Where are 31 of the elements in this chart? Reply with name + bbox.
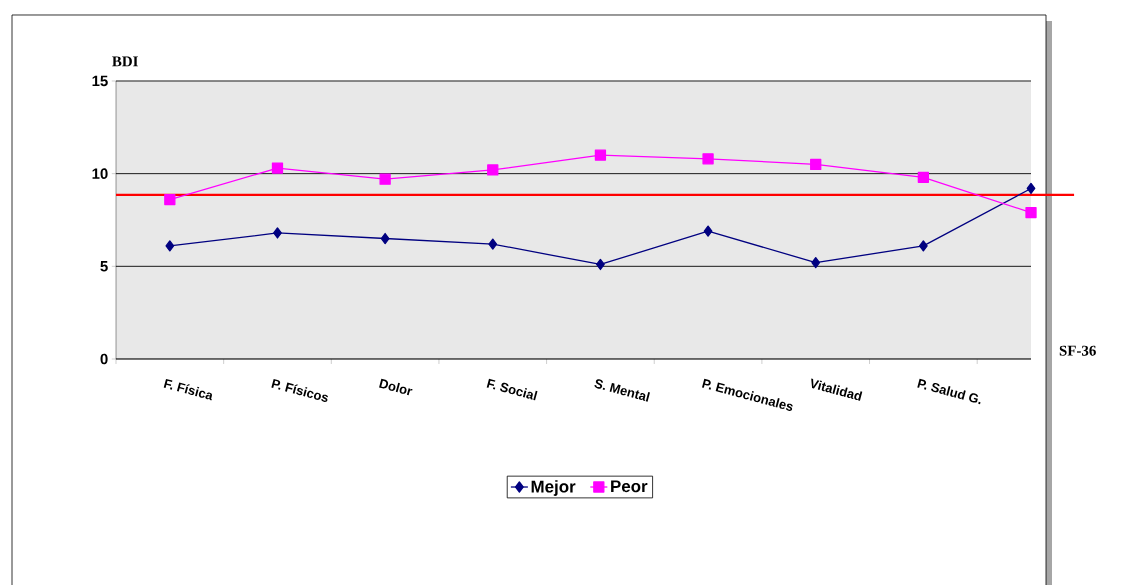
x-tick-label: P. Físicos [271, 378, 328, 402]
x-tick-label: F. Física [163, 378, 212, 401]
point [488, 238, 498, 250]
x-tick-label: P. Salud G. [917, 378, 981, 405]
y-tick-label: 5 [100, 261, 108, 272]
legend-label: Peor [611, 480, 648, 493]
point [487, 164, 499, 176]
point [380, 232, 390, 245]
y-tick-label: 10 [92, 168, 108, 179]
point [271, 162, 284, 174]
y-tick-label: 0 [100, 353, 108, 365]
y-axis-title: BDI [112, 56, 138, 67]
y-tick-label: 15 [92, 75, 108, 87]
point [703, 225, 713, 237]
point [594, 149, 607, 161]
point [1025, 206, 1037, 219]
legend-label: Mejor [531, 480, 576, 496]
point [917, 171, 930, 184]
point [379, 173, 391, 185]
point [165, 240, 175, 252]
x-tick-label: Dolor [379, 378, 413, 396]
point [810, 158, 822, 171]
x-axis-title: SF-36 [1059, 345, 1096, 356]
point [273, 227, 282, 239]
point [164, 193, 176, 206]
point [811, 256, 821, 269]
x-tick-label: F. Social [486, 378, 538, 401]
point [702, 153, 714, 165]
point [918, 240, 928, 252]
point [1026, 182, 1036, 195]
x-tick-label: S. Mental [594, 379, 650, 402]
